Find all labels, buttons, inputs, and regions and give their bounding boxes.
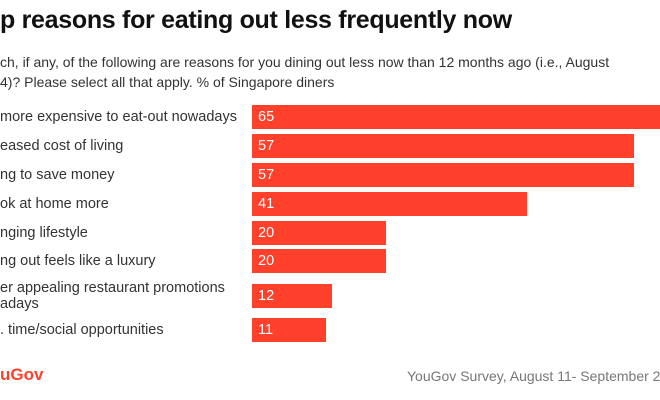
category-label: nging lifestyle (0, 225, 88, 241)
source-note: YouGov Survey, August 11- September 2, (407, 368, 660, 384)
data-label: 20 (258, 253, 275, 269)
bar: 57 (252, 134, 634, 158)
data-label: 57 (258, 138, 275, 154)
category-label: more expensive to eat-out nowadays (0, 109, 237, 125)
category-label: eased cost of living (0, 138, 124, 154)
bar: 20 (252, 221, 386, 245)
subtitle-line-2: 4)? Please select all that apply. % of S… (0, 74, 335, 90)
data-label: 12 (258, 288, 275, 304)
chart-subtitle: ch, if any, of the following are reasons… (0, 52, 660, 92)
yougov-logo: uGov (0, 365, 44, 384)
data-label: 11 (258, 322, 274, 338)
category-label: . time/social opportunities (0, 322, 164, 338)
chart-title: p reasons for eating out less frequently… (0, 6, 512, 34)
bar: 20 (252, 249, 386, 273)
bar: 57 (252, 163, 634, 187)
data-label: 41 (258, 196, 275, 212)
bar: 11 (252, 318, 326, 342)
subtitle-line-1: ch, if any, of the following are reasons… (0, 54, 610, 70)
category-label: er appealing restaurant promotions adays (0, 280, 225, 312)
category-label: ng out feels like a luxury (0, 253, 156, 269)
data-label: 20 (258, 225, 275, 241)
data-label: 65 (258, 109, 275, 125)
category-label: ok at home more (0, 196, 109, 212)
bar: 12 (252, 284, 333, 308)
category-label: ng to save money (0, 167, 115, 183)
bar: 65 (252, 105, 660, 129)
bar: 41 (252, 192, 527, 216)
data-label: 57 (258, 167, 275, 183)
